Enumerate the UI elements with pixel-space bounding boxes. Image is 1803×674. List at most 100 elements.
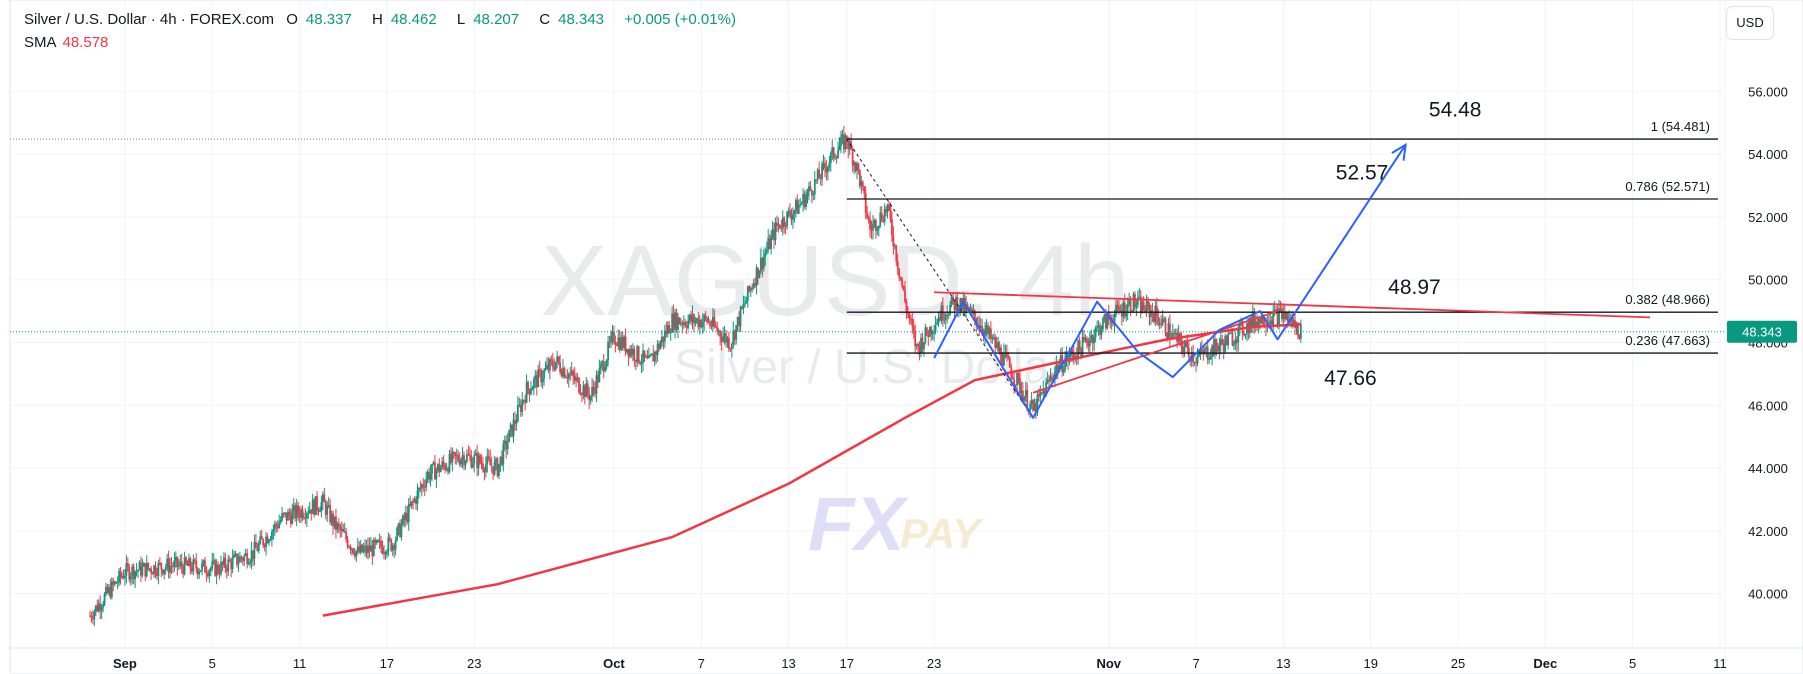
candle-up bbox=[303, 512, 305, 521]
candle-up bbox=[477, 451, 480, 476]
candle-up bbox=[570, 361, 573, 377]
candle-down bbox=[709, 319, 711, 329]
candle-down bbox=[205, 566, 208, 582]
candle-down bbox=[487, 449, 490, 462]
candle-up bbox=[308, 501, 311, 514]
candle-down bbox=[882, 215, 885, 223]
candle-up bbox=[1163, 316, 1165, 323]
candle-down bbox=[927, 329, 930, 346]
candle-up bbox=[243, 553, 246, 567]
candle-down bbox=[324, 499, 327, 520]
candle-down bbox=[586, 379, 589, 399]
candle-down bbox=[390, 538, 393, 553]
candle-up bbox=[537, 364, 540, 388]
candle-up bbox=[166, 554, 169, 571]
price-axis[interactable]: 40.00042.00044.00046.00048.00050.00052.0… bbox=[1727, 84, 1797, 602]
candle-down bbox=[470, 450, 473, 469]
candle-up bbox=[305, 511, 308, 528]
candle-up bbox=[369, 536, 372, 552]
candle-up bbox=[1138, 287, 1141, 299]
x-tick-label: Oct bbox=[603, 656, 625, 671]
candle-up bbox=[512, 412, 515, 443]
candle-down bbox=[864, 186, 867, 220]
candle-down bbox=[557, 355, 560, 366]
candle-down bbox=[780, 219, 783, 232]
candle-down bbox=[888, 201, 890, 212]
candle-down bbox=[476, 444, 479, 477]
candle-down bbox=[160, 562, 163, 578]
candle-up bbox=[367, 537, 369, 560]
candle-up bbox=[543, 367, 545, 386]
candle-up bbox=[441, 456, 444, 470]
candle-up bbox=[1030, 391, 1033, 410]
candle-up bbox=[407, 498, 410, 531]
svg-text:48.343: 48.343 bbox=[1742, 325, 1782, 340]
x-tick-label: Sep bbox=[113, 656, 137, 671]
candle-down bbox=[468, 447, 471, 462]
fib-level-label: 0.786 (52.571) bbox=[1625, 179, 1710, 194]
candle-up bbox=[278, 514, 281, 529]
candle-up bbox=[1090, 329, 1093, 344]
x-tick-label: 11 bbox=[293, 656, 307, 671]
candle-up bbox=[736, 316, 739, 332]
candle-down bbox=[323, 487, 326, 503]
candle-down bbox=[706, 316, 708, 325]
candle-up bbox=[502, 439, 505, 472]
candle-up bbox=[808, 181, 810, 201]
candle-down bbox=[710, 320, 713, 330]
candle-down bbox=[729, 347, 732, 352]
sma-legend[interactable]: SMA 48.578 bbox=[24, 34, 108, 51]
candle-down bbox=[784, 221, 787, 235]
candle-down bbox=[1155, 297, 1158, 326]
candle-up bbox=[356, 538, 359, 555]
sma-line bbox=[322, 323, 1301, 617]
candle-up bbox=[400, 518, 403, 541]
candle-down bbox=[241, 556, 244, 566]
x-tick-label: 13 bbox=[1276, 656, 1290, 671]
projection-arrowhead bbox=[1391, 142, 1407, 161]
neckline-trendline bbox=[1032, 310, 1278, 394]
candle-up bbox=[460, 457, 463, 468]
candle-down bbox=[658, 340, 660, 352]
candle-down bbox=[989, 321, 992, 344]
candle-up bbox=[640, 353, 643, 374]
candle-up bbox=[1064, 350, 1066, 374]
candle-up bbox=[589, 395, 592, 405]
candle-up bbox=[174, 551, 177, 568]
candle-up bbox=[947, 313, 950, 320]
candle-up bbox=[821, 160, 823, 187]
candle-up bbox=[595, 370, 598, 403]
candle-up bbox=[125, 554, 128, 584]
candle-up bbox=[774, 217, 777, 246]
currency-button[interactable]: USD bbox=[1726, 6, 1774, 40]
candle-down bbox=[550, 355, 553, 366]
candle-down bbox=[768, 234, 771, 250]
candle-up bbox=[647, 347, 650, 359]
candle-up bbox=[93, 609, 96, 627]
candle-down bbox=[1148, 302, 1151, 326]
candle-up bbox=[129, 572, 132, 586]
candle-up bbox=[116, 576, 119, 590]
candle-down bbox=[904, 280, 906, 304]
candle-down bbox=[1120, 303, 1123, 326]
candle-up bbox=[461, 446, 464, 469]
x-tick-label: 5 bbox=[209, 656, 216, 671]
candle-down bbox=[1032, 399, 1034, 413]
candle-down bbox=[633, 345, 636, 367]
candle-down bbox=[115, 580, 118, 584]
candle-up bbox=[1023, 396, 1026, 402]
candle-up bbox=[701, 313, 704, 334]
candle-down bbox=[637, 345, 640, 365]
candle-down bbox=[182, 563, 185, 579]
candle-down bbox=[921, 333, 924, 353]
sma-value: 48.578 bbox=[62, 34, 109, 51]
time-axis[interactable]: Sep 5 11 17 23 Oct 7 13 17 23 Nov 7 13 19 25 Dec 5 11 bbox=[113, 656, 1727, 671]
candle-up bbox=[208, 568, 211, 583]
candle-up bbox=[439, 464, 442, 473]
candle-up bbox=[413, 496, 416, 504]
candle-up bbox=[1205, 345, 1208, 358]
candle-up bbox=[272, 524, 275, 541]
candle-up bbox=[1062, 365, 1065, 376]
candle-down bbox=[193, 557, 196, 565]
